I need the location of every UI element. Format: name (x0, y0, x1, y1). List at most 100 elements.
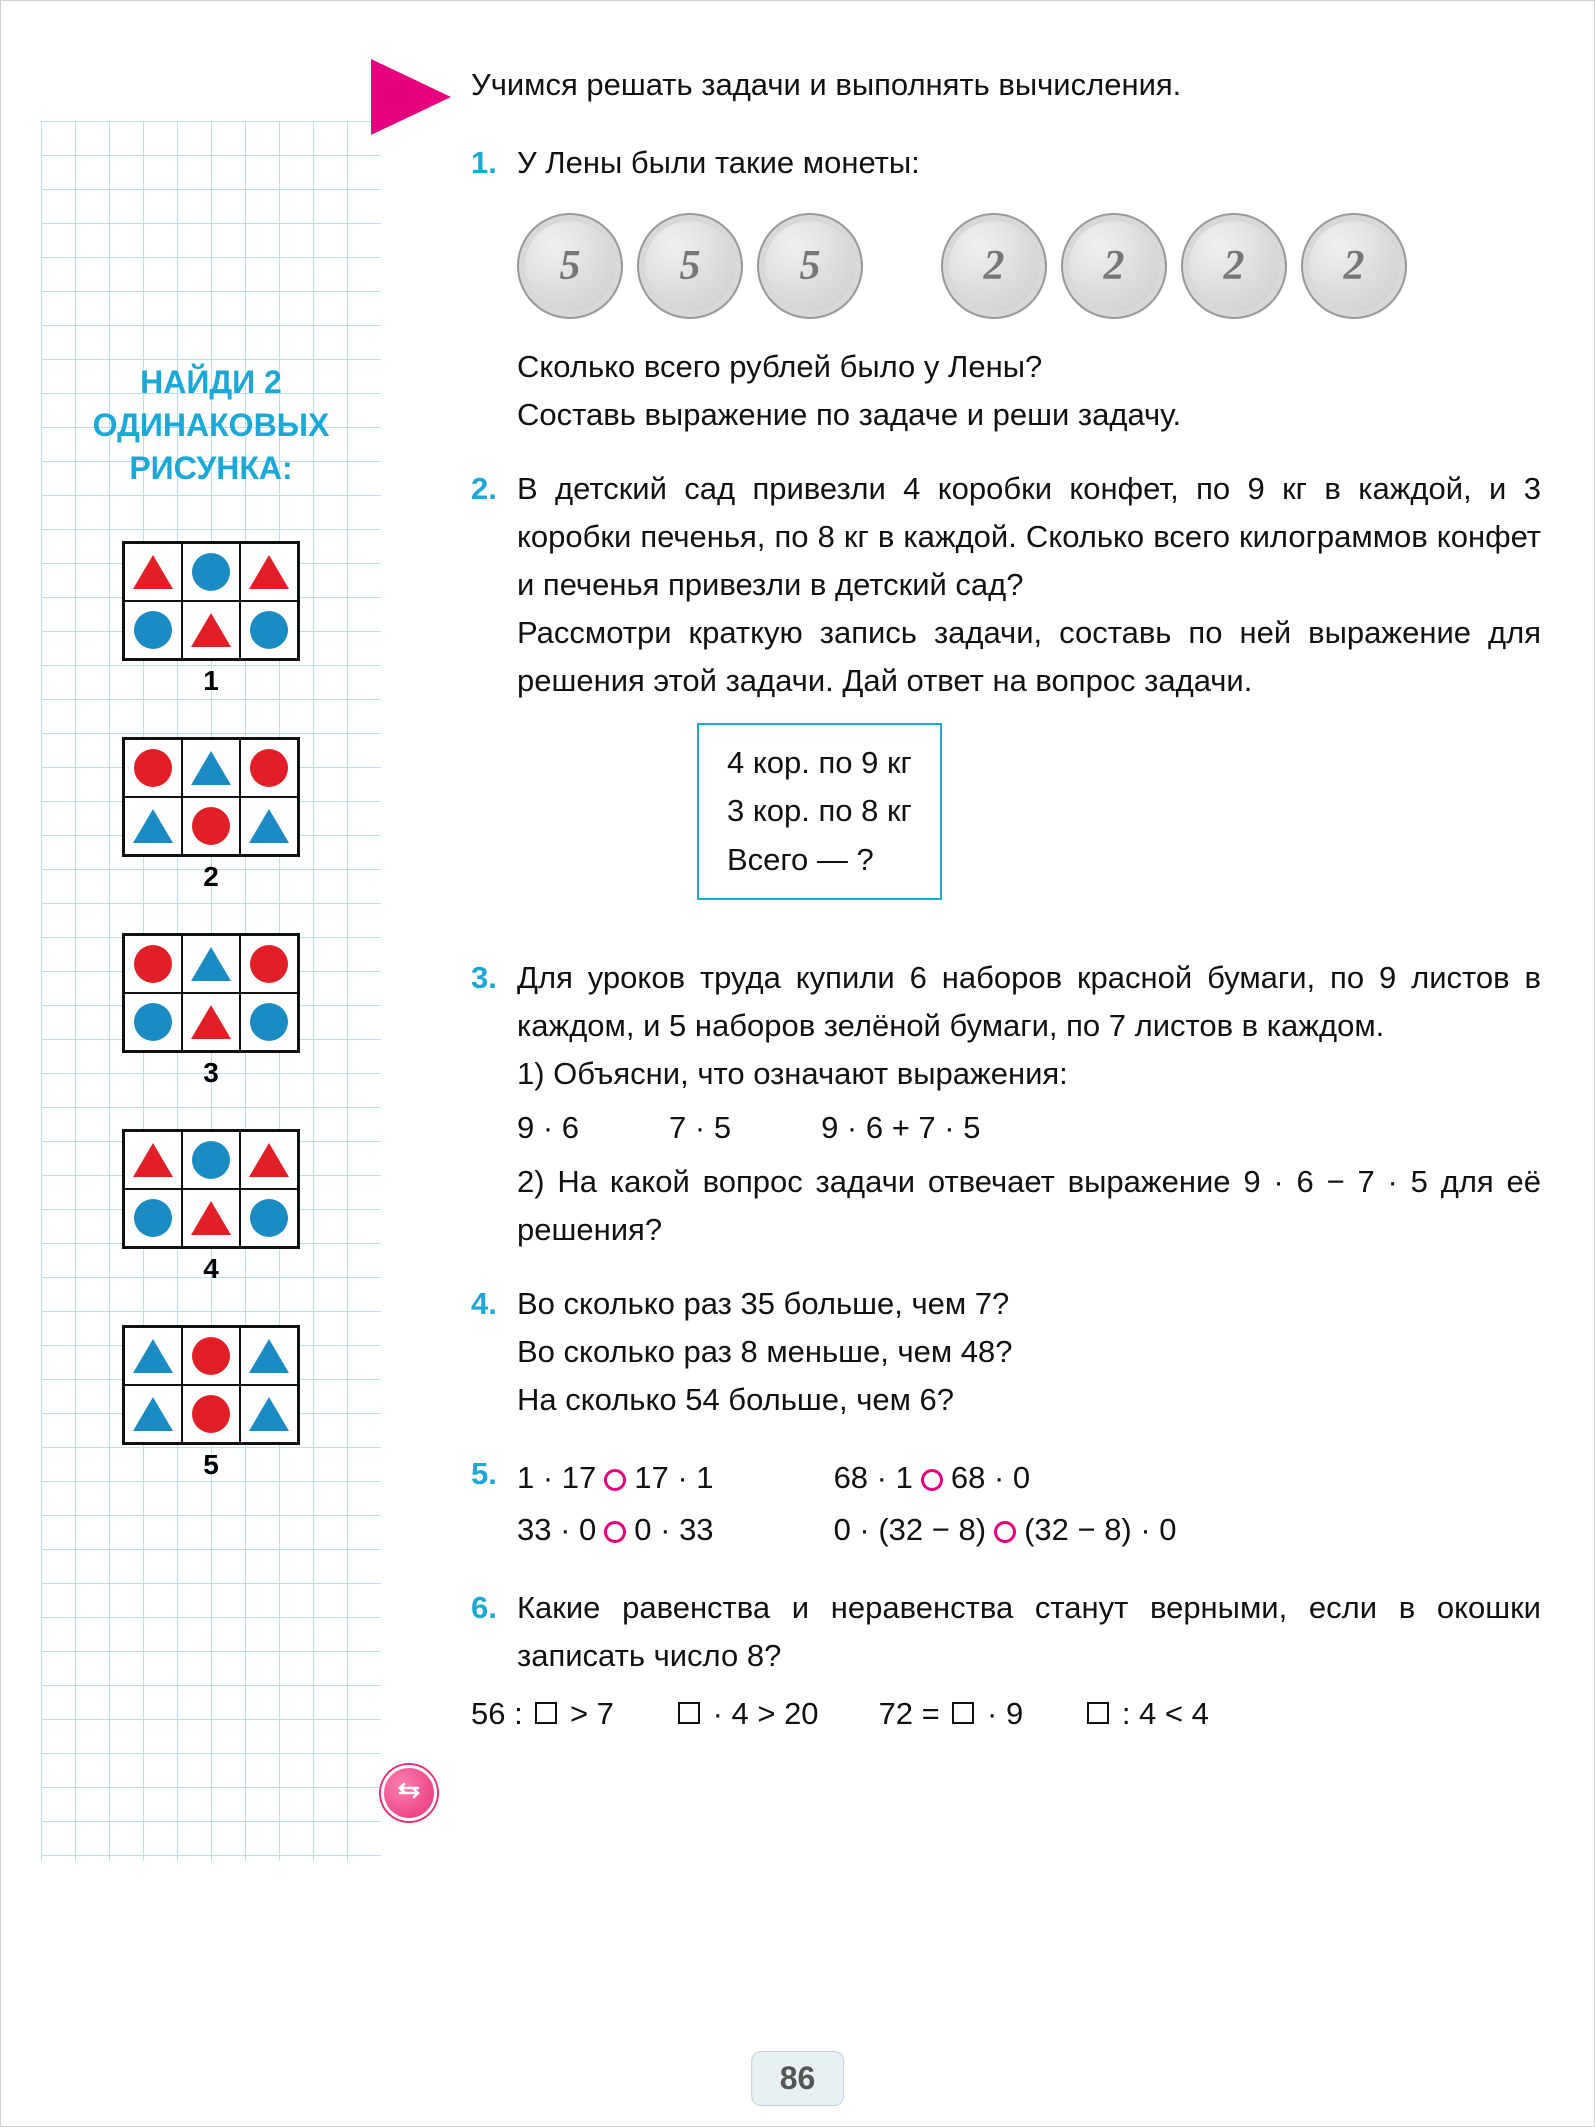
coin-value: 2 (955, 227, 1033, 305)
expr: 7 · 5 (669, 1104, 731, 1152)
pattern-list: 1 2 3 4 5 (41, 541, 381, 1481)
p6-expr: · 4 > 20 (674, 1690, 819, 1738)
coin-value: 5 (771, 227, 849, 305)
pattern-cell (182, 601, 240, 659)
circle-icon (250, 945, 288, 983)
triangle-icon (133, 1339, 173, 1373)
problem-number: 5. (471, 1450, 517, 1558)
p6-text: Какие равенства и неравенства станут вер… (517, 1584, 1541, 1680)
pattern-cell (182, 1327, 240, 1385)
p6-expr: 72 = · 9 (879, 1690, 1024, 1738)
pattern-grid (122, 1129, 300, 1249)
problem-number: 4. (471, 1280, 517, 1424)
p3-sub1: 1) Объясни, что означают выражения: (517, 1050, 1541, 1098)
pattern-cell (240, 1385, 298, 1443)
blank-box-icon (1087, 1702, 1109, 1724)
circle-icon (134, 611, 172, 649)
coin-value: 5 (531, 227, 609, 305)
circle-icon (134, 945, 172, 983)
pattern-block: 5 (122, 1325, 300, 1481)
compare-circle-icon (994, 1521, 1016, 1543)
blank-box-icon (678, 1702, 700, 1724)
pattern-block: 4 (122, 1129, 300, 1285)
problem-1-questions: Сколько всего рублей было у Лены? Состав… (471, 343, 1541, 439)
problem-text: В детский сад привезли 4 коробки конфет,… (517, 465, 1541, 927)
pattern-label: 5 (203, 1449, 219, 1481)
sidebar-title-line: РИСУНКА: (41, 447, 381, 490)
pattern-cell (124, 797, 182, 855)
circle-icon (192, 1337, 230, 1375)
sidebar: НАЙДИ 2 ОДИНАКОВЫХ РИСУНКА: 1 2 3 4 5 (41, 121, 381, 1861)
sidebar-title: НАЙДИ 2 ОДИНАКОВЫХ РИСУНКА: (41, 361, 381, 491)
circle-icon (192, 1141, 230, 1179)
problem-4: 4. Во сколько раз 35 больше, чем 7? Во с… (471, 1280, 1541, 1424)
main-content: Учимся решать задачи и выполнять вычисле… (471, 61, 1541, 1764)
compare-pair: 68 · 168 · 0 (834, 1454, 1031, 1502)
pattern-cell (182, 935, 240, 993)
coin-5: 5 (517, 213, 623, 319)
pattern-grid (122, 933, 300, 1053)
pattern-grid (122, 737, 300, 857)
circle-icon (134, 749, 172, 787)
pattern-cell (182, 739, 240, 797)
pattern-cell (124, 935, 182, 993)
coins-row: 5552222 (517, 213, 1541, 319)
pattern-block: 3 (122, 933, 300, 1089)
p4-l1: Во сколько раз 35 больше, чем 7? (517, 1280, 1541, 1328)
pattern-cell (124, 1327, 182, 1385)
pattern-cell (182, 1189, 240, 1247)
triangle-icon (133, 1397, 173, 1431)
problem-number: 2. (471, 465, 517, 927)
circle-icon (192, 553, 230, 591)
pattern-cell (124, 601, 182, 659)
triangle-icon (249, 555, 289, 589)
compare-circle-icon (604, 1521, 626, 1543)
expression-set: 9 · 6 7 · 5 9 · 6 + 7 · 5 (517, 1104, 1541, 1152)
pattern-cell (124, 1385, 182, 1443)
compare-row: 1 · 1717 · 1 68 · 168 · 0 (517, 1454, 1541, 1502)
pattern-cell (124, 1131, 182, 1189)
problem-6: 6. Какие равенства и неравенства станут … (471, 1584, 1541, 1738)
problem-text: Во сколько раз 35 больше, чем 7? Во скол… (517, 1280, 1541, 1424)
pattern-label: 4 (203, 1253, 219, 1285)
coin-value: 2 (1075, 227, 1153, 305)
p2-text2: Рассмотри краткую запись задачи, составь… (517, 609, 1541, 705)
coin-2: 2 (1061, 213, 1167, 319)
compare-circle-icon (921, 1469, 943, 1491)
triangle-icon (191, 1201, 231, 1235)
triangle-icon (191, 947, 231, 981)
pattern-cell (182, 993, 240, 1051)
pattern-label: 3 (203, 1057, 219, 1089)
pattern-cell (240, 1327, 298, 1385)
pattern-cell (240, 601, 298, 659)
compare-circle-icon (604, 1469, 626, 1491)
coin-2: 2 (1301, 213, 1407, 319)
pattern-cell (240, 1189, 298, 1247)
circle-icon (250, 1199, 288, 1237)
problem-number: 3. (471, 954, 517, 1254)
compare-pair: 1 · 1717 · 1 (517, 1454, 714, 1502)
circle-icon (250, 611, 288, 649)
problem-2: 2. В детский сад привезли 4 коробки конф… (471, 465, 1541, 927)
coin-5: 5 (637, 213, 743, 319)
pattern-cell (182, 543, 240, 601)
triangle-icon (191, 1005, 231, 1039)
pattern-cell (124, 1189, 182, 1247)
problem-1: 1. У Лены были такие монеты: (471, 139, 1541, 187)
pattern-cell (124, 739, 182, 797)
coin-2: 2 (941, 213, 1047, 319)
triangle-icon (133, 809, 173, 843)
section-heading: Учимся решать задачи и выполнять вычисле… (471, 61, 1541, 109)
triangle-icon (249, 1339, 289, 1373)
pattern-cell (240, 543, 298, 601)
pattern-block: 1 (122, 541, 300, 697)
triangle-icon (249, 1397, 289, 1431)
expr: 9 · 6 (517, 1104, 579, 1152)
summary-line: 4 кор. по 9 кг (727, 739, 912, 787)
pattern-label: 2 (203, 861, 219, 893)
sidebar-title-line: НАЙДИ 2 (41, 361, 381, 404)
problem-text: Какие равенства и неравенства станут вер… (517, 1584, 1541, 1738)
pattern-cell (124, 993, 182, 1051)
pattern-cell (240, 1131, 298, 1189)
p4-l2: Во сколько раз 8 меньше, чем 48? (517, 1328, 1541, 1376)
